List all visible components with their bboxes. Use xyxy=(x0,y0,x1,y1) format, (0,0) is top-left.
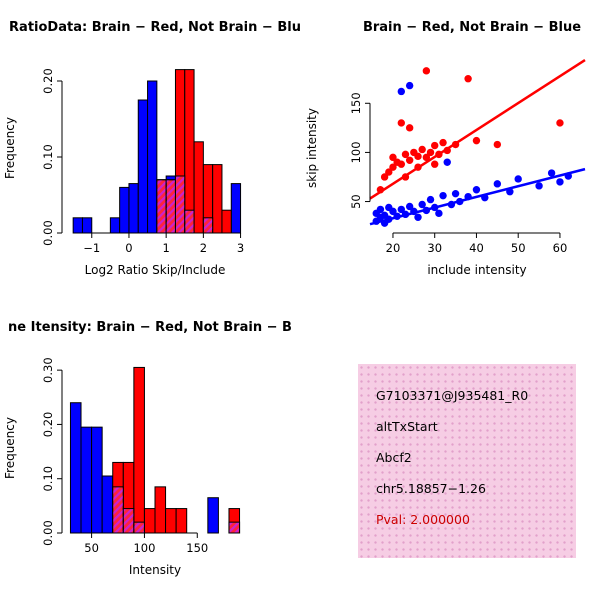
svg-text:0.10: 0.10 xyxy=(41,144,55,170)
panel-gene-info: G7103371@J935481_R0 altTxStart Abcf2 chr… xyxy=(300,300,600,600)
locus-text: chr5.18857−1.26 xyxy=(376,481,486,496)
gene-intensity-xlabel: Intensity xyxy=(129,563,181,577)
svg-text:2: 2 xyxy=(200,241,207,255)
svg-text:0.10: 0.10 xyxy=(41,466,55,492)
gene-intensity-plot-area: 50 100 150 0.00 0.10 0.20 0.30 xyxy=(41,357,241,555)
intensity-scatter-chart: Brain − Red, Not Brain − Blue include in… xyxy=(305,20,586,277)
ratio-histogram-chart: RatioData: Brain − Red, Not Brain − Blu … xyxy=(3,20,300,277)
gene-intensity-title: ne Itensity: Brain − Red, Not Brain − B xyxy=(8,320,292,335)
pval-text: Pval: 2.000000 xyxy=(376,512,470,527)
scatter-plot-area: 20 30 40 50 60 50 100 150 xyxy=(349,58,586,255)
svg-text:60: 60 xyxy=(553,241,568,255)
gene-symbol-text: Abcf2 xyxy=(376,450,412,465)
svg-text:0.20: 0.20 xyxy=(41,412,55,438)
svg-text:0.00: 0.00 xyxy=(41,220,55,246)
scatter-title: Brain − Red, Not Brain − Blue xyxy=(363,20,581,35)
panel-gene-intensity-histogram: ne Itensity: Brain − Red, Not Brain − B … xyxy=(0,300,300,600)
scatter-ylabel: skip intensity xyxy=(305,108,319,188)
axes: −1 0 1 2 3 0.00 0.10 0.20 xyxy=(41,68,244,255)
fit-line-not-brain-blue xyxy=(369,167,586,226)
svg-text:150: 150 xyxy=(349,92,363,114)
svg-text:100: 100 xyxy=(349,141,363,163)
ratio-histogram-plot-area: −1 0 1 2 3 0.00 0.10 0.20 xyxy=(41,68,244,255)
gene-id-text: G7103371@J935481_R0 xyxy=(376,388,529,403)
panel-ratio-histogram: RatioData: Brain − Red, Not Brain − Blu … xyxy=(0,0,300,300)
svg-text:0.20: 0.20 xyxy=(41,68,55,94)
fit-line-brain-red xyxy=(369,58,586,200)
panel-intensity-scatter: Brain − Red, Not Brain − Blue include in… xyxy=(300,0,600,300)
gene-intensity-ylabel: Frequency xyxy=(3,417,17,479)
gene-intensity-histogram-chart: ne Itensity: Brain − Red, Not Brain − B … xyxy=(3,320,292,577)
svg-text:0.30: 0.30 xyxy=(41,357,55,383)
svg-text:20: 20 xyxy=(386,241,401,255)
svg-text:100: 100 xyxy=(133,541,155,555)
svg-text:30: 30 xyxy=(427,241,442,255)
svg-text:1: 1 xyxy=(162,241,169,255)
ratio-histogram-title: RatioData: Brain − Red, Not Brain − Blu xyxy=(9,20,300,35)
gene-info-box: G7103371@J935481_R0 altTxStart Abcf2 chr… xyxy=(358,364,576,558)
svg-text:0: 0 xyxy=(125,241,132,255)
svg-text:50: 50 xyxy=(349,194,363,209)
ratio-histogram-xlabel: Log2 Ratio Skip/Include xyxy=(85,263,226,277)
svg-text:40: 40 xyxy=(469,241,484,255)
svg-text:150: 150 xyxy=(186,541,208,555)
ratio-histogram-ylabel: Frequency xyxy=(3,117,17,179)
axes: 50 100 150 0.00 0.10 0.20 0.30 xyxy=(41,357,208,555)
scatter-xlabel: include intensity xyxy=(427,263,526,277)
svg-text:0.00: 0.00 xyxy=(41,520,55,546)
axes: 20 30 40 50 60 50 100 150 xyxy=(349,92,567,255)
event-type-text: altTxStart xyxy=(376,419,438,434)
svg-text:50: 50 xyxy=(84,541,99,555)
svg-text:−1: −1 xyxy=(83,241,100,255)
svg-text:50: 50 xyxy=(511,241,526,255)
svg-text:3: 3 xyxy=(237,241,244,255)
scatter-series-brain-red xyxy=(376,67,564,194)
